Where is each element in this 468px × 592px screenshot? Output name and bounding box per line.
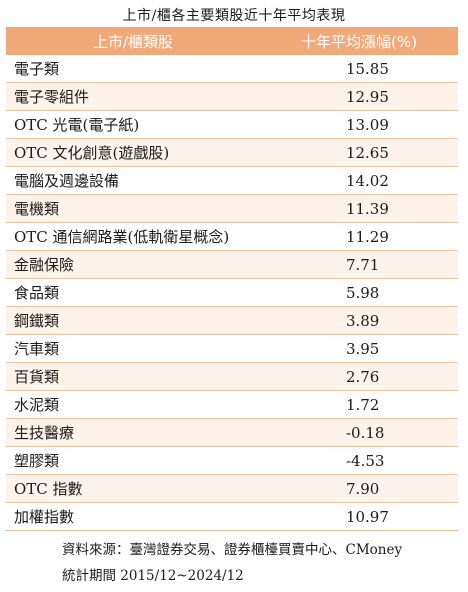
average-gain-cell: 11.39 <box>259 194 458 223</box>
average-gain-cell: 1.72 <box>259 390 458 419</box>
average-gain-cell: 3.89 <box>259 306 458 335</box>
table-header-row: 上市/櫃類股 十年平均漲幅(%) <box>6 27 458 55</box>
table-row: 食品類 5.98 <box>6 278 458 307</box>
source-note: 資料來源：臺灣證券交易、證券櫃檯買賣中心、CMoney <box>62 542 403 558</box>
table-row: 電機類 11.39 <box>6 194 458 223</box>
average-gain-cell: 7.71 <box>259 250 458 279</box>
table-row: 生技醫療 -0.18 <box>6 418 458 447</box>
table-row: OTC 文化創意(遊戲股) 12.65 <box>6 138 458 167</box>
sector-name-cell: 金融保險 <box>6 250 260 279</box>
period-note: 統計期間 2015/12~2024/12 <box>62 568 244 584</box>
average-gain-cell: 12.95 <box>259 82 458 111</box>
sector-name-cell: OTC 光電(電子紙) <box>6 110 260 139</box>
sector-name-cell: 電腦及週邊設備 <box>6 166 260 195</box>
average-gain-cell: 11.29 <box>259 222 458 251</box>
average-gain-cell: 5.98 <box>259 278 458 307</box>
table-row: OTC 指數 7.90 <box>6 474 458 503</box>
sector-name-cell: 鋼鐵類 <box>6 306 260 335</box>
table-title: 上市/櫃各主要類股近十年平均表現 <box>122 8 346 24</box>
average-gain-cell: 13.09 <box>259 110 458 139</box>
sector-name-cell: OTC 通信網路業(低軌衛星概念) <box>6 222 260 251</box>
sector-name-cell: 電機類 <box>6 194 260 223</box>
sector-name-cell: 百貨類 <box>6 362 260 391</box>
sector-name-cell: 生技醫療 <box>6 418 260 447</box>
table-row: 鋼鐵類 3.89 <box>6 306 458 335</box>
table-row: 水泥類 1.72 <box>6 390 458 419</box>
table-row: 汽車類 3.95 <box>6 334 458 363</box>
sector-name-cell: 食品類 <box>6 278 260 307</box>
sector-name-cell: 汽車類 <box>6 334 260 363</box>
sector-name-cell: 塑膠類 <box>6 446 260 475</box>
average-gain-cell: 7.90 <box>259 474 458 503</box>
table-row: 百貨類 2.76 <box>6 362 458 391</box>
average-gain-cell: -0.18 <box>259 418 458 447</box>
table-row: 電子零組件 12.95 <box>6 82 458 111</box>
average-gain-cell: 12.65 <box>259 138 458 167</box>
table-row: 加權指數 10.97 <box>6 502 458 531</box>
table-row: OTC 光電(電子紙) 13.09 <box>6 110 458 139</box>
average-gain-cell: -4.53 <box>259 446 458 475</box>
average-gain-cell: 3.95 <box>259 334 458 363</box>
sector-name-cell: 電子類 <box>6 55 260 83</box>
table-row: 電子類 15.85 <box>6 55 458 83</box>
sector-name-cell: 電子零組件 <box>6 82 260 111</box>
average-gain-cell: 14.02 <box>259 166 458 195</box>
table-row: 電腦及週邊設備 14.02 <box>6 166 458 195</box>
table-row: 塑膠類 -4.53 <box>6 446 458 475</box>
sector-name-cell: OTC 文化創意(遊戲股) <box>6 138 260 167</box>
sector-name-cell: OTC 指數 <box>6 474 260 503</box>
average-gain-cell: 10.97 <box>259 502 458 531</box>
sector-performance-table: 上市/櫃類股 十年平均漲幅(%) 電子類 15.85 電子零組件 12.95 OTC 光… <box>6 27 458 531</box>
sector-name-cell: 加權指數 <box>6 502 260 531</box>
header-average-gain: 十年平均漲幅(%) <box>259 27 458 55</box>
table-row: 金融保險 7.71 <box>6 250 458 279</box>
average-gain-cell: 2.76 <box>259 362 458 391</box>
sector-name-cell: 水泥類 <box>6 390 260 419</box>
table-row: OTC 通信網路業(低軌衛星概念) 11.29 <box>6 222 458 251</box>
average-gain-cell: 15.85 <box>259 55 458 83</box>
header-sector: 上市/櫃類股 <box>6 27 260 55</box>
